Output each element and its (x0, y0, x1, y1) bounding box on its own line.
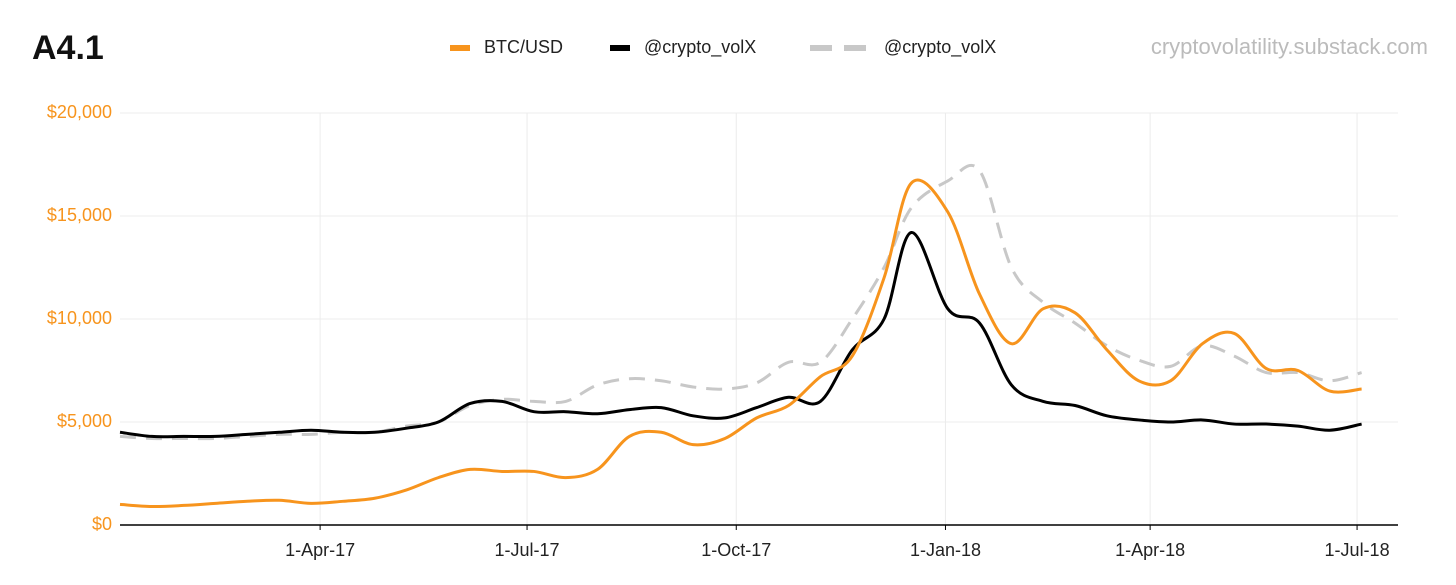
x-tick-label: 1-Jul-18 (1325, 540, 1390, 560)
y-tick-label: $5,000 (57, 411, 112, 431)
x-tick-label: 1-Jan-18 (910, 540, 981, 560)
y-tick-label: $15,000 (47, 205, 112, 225)
source: cryptovolatility.substack.com (1151, 34, 1428, 59)
series-line (119, 163, 1363, 441)
series-line (119, 230, 1362, 439)
legend-label: @crypto_volX (884, 37, 996, 58)
y-tick-label: $20,000 (47, 102, 112, 122)
series-line (119, 178, 1362, 508)
chart-title: A4.1 (32, 29, 104, 67)
x-tick-label: 1-Apr-17 (285, 540, 355, 560)
x-tick-label: 1-Apr-18 (1115, 540, 1185, 560)
x-tick-label: 1-Jul-17 (495, 540, 560, 560)
x-tick-label: 1-Oct-17 (701, 540, 771, 560)
legend-label: BTC/USD (484, 37, 563, 57)
y-tick-label: $10,000 (47, 308, 112, 328)
y-tick-label: $0 (92, 514, 112, 534)
legend-label: @crypto_volX (644, 37, 756, 58)
